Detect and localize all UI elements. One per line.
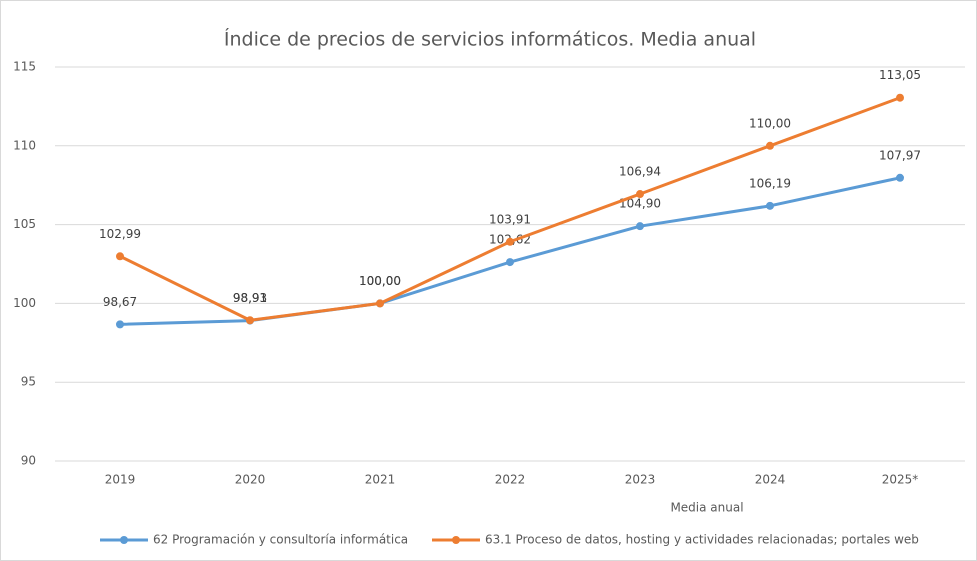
- x-tick-label: 2023: [625, 473, 656, 487]
- data-label: 110,00: [749, 116, 791, 130]
- data-point: [636, 190, 644, 199]
- data-point: [766, 201, 774, 210]
- x-tick-label: 2019: [105, 473, 136, 487]
- data-label: 107,97: [879, 148, 921, 162]
- data-label: 98,91: [233, 291, 267, 305]
- y-tick-label: 100: [13, 296, 36, 310]
- data-point: [896, 93, 904, 102]
- data-label: 113,05: [879, 68, 921, 82]
- data-point: [636, 222, 644, 231]
- data-label: 102,99: [99, 227, 141, 241]
- data-point: [506, 258, 514, 267]
- legend-marker: [452, 536, 460, 544]
- y-tick-label: 95: [21, 375, 36, 389]
- data-point: [116, 252, 124, 261]
- data-point: [506, 237, 514, 246]
- x-tick-label: 2024: [755, 473, 786, 487]
- x-tick-label: 2022: [495, 473, 526, 487]
- data-point: [246, 316, 254, 325]
- y-tick-label: 115: [13, 60, 36, 74]
- x-tick-label: 2025*: [882, 473, 919, 487]
- data-point: [766, 141, 774, 150]
- data-point: [376, 299, 384, 308]
- data-label: 98,93: [233, 291, 267, 305]
- legend-label: 62 Programación y consultoría informátic…: [153, 533, 408, 547]
- data-label: 100,00: [359, 274, 401, 288]
- y-tick-label: 105: [13, 217, 36, 231]
- data-point: [896, 173, 904, 182]
- x-tick-label: 2021: [365, 473, 396, 487]
- data-label: 106,19: [749, 176, 791, 190]
- data-label: 100,00: [359, 274, 401, 288]
- data-point: [116, 320, 124, 329]
- data-label: 104,90: [619, 197, 661, 211]
- data-label: 103,91: [489, 212, 531, 226]
- chart-title: Índice de precios de servicios informáti…: [224, 28, 756, 51]
- x-tick-label: 2020: [235, 473, 266, 487]
- legend-marker: [120, 536, 128, 544]
- legend-label: 63.1 Proceso de datos, hosting y activid…: [485, 533, 919, 547]
- y-tick-label: 110: [13, 138, 36, 152]
- data-label: 106,94: [619, 165, 661, 179]
- y-tick-label: 90: [21, 454, 36, 468]
- x-axis-label: Media anual: [670, 501, 743, 515]
- data-label: 98,67: [103, 295, 137, 309]
